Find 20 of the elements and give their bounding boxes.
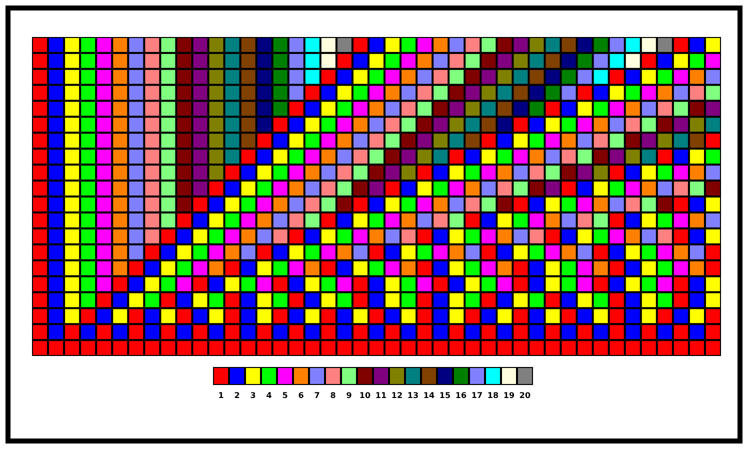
color-bar-label: 18: [487, 391, 499, 400]
color-bar-label: 17: [471, 391, 483, 400]
color-bar-label: 3: [250, 391, 256, 400]
color-bar-label: 2: [234, 391, 240, 400]
color-bar-label: 11: [375, 391, 387, 400]
color-bar-label: 8: [330, 391, 336, 400]
color-bar-label: 4: [266, 391, 272, 400]
color-bar-label: 19: [503, 391, 515, 400]
color-bar-label: 7: [314, 391, 320, 400]
color-bar-label: 6: [298, 391, 304, 400]
color-bar-label: 10: [359, 391, 371, 400]
color-bar-label: 16: [455, 391, 467, 400]
color-bar-label: 20: [519, 391, 531, 400]
color-bar-label: 12: [391, 391, 403, 400]
color-bar-label: 13: [407, 391, 419, 400]
color-bar-label: 14: [423, 391, 435, 400]
color-bar-label: 15: [439, 391, 451, 400]
color-bar-label: 5: [282, 391, 288, 400]
color-bar-label: 1: [218, 391, 224, 400]
color-bar-label: 9: [346, 391, 352, 400]
